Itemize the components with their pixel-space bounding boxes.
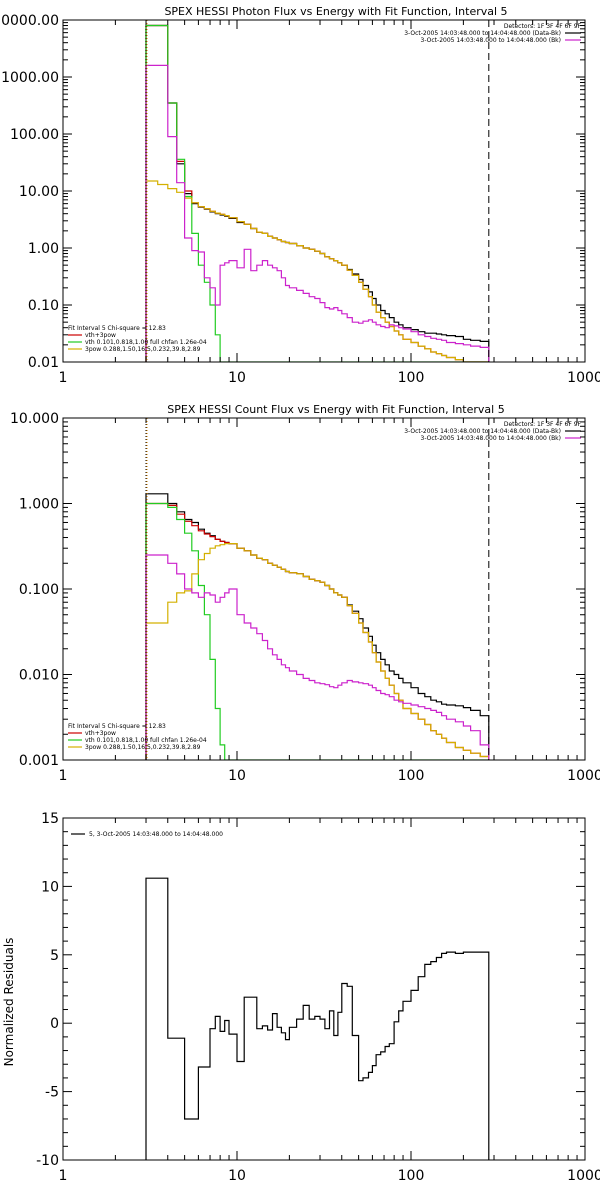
photon-flux-panel: SPEX HESSI Photon Flux vs Energy with Fi… <box>0 5 600 386</box>
legend-entry-bl: 3pow 0.288,1.50,16.5,0.232,39.8,2.89 <box>85 744 201 751</box>
series-group <box>145 24 490 362</box>
plot-frame <box>62 19 586 363</box>
x-tick-label: 1 <box>59 768 68 784</box>
y-tick-label: 0.100 <box>19 582 59 598</box>
series-group <box>145 877 490 1160</box>
y-tick-label: 0.010 <box>19 668 59 684</box>
legend-entry-tr: Detectors: 1F 3F 4F 6F 9F <box>504 421 582 428</box>
count-flux-title: SPEX HESSI Count Flux vs Energy with Fit… <box>167 403 504 416</box>
x-tick-label: 100 <box>398 1168 425 1184</box>
y-tick-label: 1.00 <box>28 241 59 257</box>
y-tick-label: 10.00 <box>19 184 59 200</box>
series-line-3 <box>145 180 489 362</box>
legend-entry-bl: Fit Interval 5 Chi-square = 12.83 <box>68 325 166 332</box>
series-line-2 <box>145 24 489 362</box>
x-tick-label: 10 <box>228 370 246 386</box>
legend-entry-tr: 3-Oct-2005 14:03:48.000 to 14:04:48.000 … <box>421 37 562 44</box>
photon-flux-title: SPEX HESSI Photon Flux vs Energy with Fi… <box>164 5 507 18</box>
x-tick-label: 1 <box>59 1168 68 1184</box>
series-line-1 <box>145 24 489 362</box>
x-tick-label: 1000 <box>567 768 600 784</box>
legend-entry-bl: vth+3pow <box>85 730 116 737</box>
y-tick-label: 1000.00 <box>1 70 59 86</box>
x-tick-label: 100 <box>398 768 425 784</box>
y-tick-label: 0.01 <box>28 355 59 371</box>
x-tick-label: 1 <box>59 370 68 386</box>
series-group <box>145 493 490 760</box>
legend-entry-bl: vth 0.101,0.818,1.00 full chfan 1.26e-04 <box>85 339 207 346</box>
x-tick-label: 1000 <box>567 370 600 386</box>
series-line-0 <box>145 24 490 362</box>
y-tick-label: -5 <box>45 1085 59 1101</box>
residuals-panel: Normalized Residuals 1 10 100 1000 -10 -5 0 5 10… <box>2 811 600 1184</box>
y-tick-label: 10.000 <box>10 411 59 427</box>
residuals-ylabel: Normalized Residuals <box>2 938 16 1067</box>
y-tick-label: 10 <box>41 879 59 895</box>
y-tick-label: 0.10 <box>28 298 59 314</box>
series-line-0 <box>145 493 490 760</box>
legend-entry-bl: 3pow 0.288,1.50,16.5,0.232,39.8,2.89 <box>85 346 201 353</box>
legend-entry-bl: vth 0.101,0.818,1.00 full chfan 1.26e-04 <box>85 737 207 744</box>
legend-entry-tr: Detectors: 1F 3F 4F 6F 9F <box>504 23 582 30</box>
legend-entry-bl: vth+3pow <box>85 332 116 339</box>
legend-entry-tr: 3-Oct-2005 14:03:48.000 to 14:04:48.000 … <box>404 428 561 435</box>
x-tick-label: 10 <box>228 768 246 784</box>
y-tick-label: 1.000 <box>19 497 59 513</box>
legend-entry-tr: 3-Oct-2005 14:03:48.000 to 14:04:48.000 … <box>404 30 561 37</box>
series-line-0 <box>145 877 490 1160</box>
y-tick-label: 5 <box>50 948 59 964</box>
legend-entry-tr: 3-Oct-2005 14:03:48.000 to 14:04:48.000 … <box>421 435 562 442</box>
series-line-4 <box>145 64 490 362</box>
x-tick-label: 1000 <box>567 1168 600 1184</box>
y-tick-label: -10 <box>36 1153 59 1169</box>
y-tick-label: 15 <box>41 811 59 827</box>
legend-entry-bl: Fit Interval 5 Chi-square = 12.83 <box>68 723 166 730</box>
x-tick-label: 100 <box>398 370 425 386</box>
series-line-2 <box>145 502 489 760</box>
y-tick-label: 0.001 <box>19 753 59 769</box>
series-line-1 <box>145 502 490 760</box>
y-tick-label: 0 <box>50 1016 59 1032</box>
plot-frame <box>62 417 586 761</box>
x-tick-label: 10 <box>228 1168 246 1184</box>
y-tick-label: 100.00 <box>10 127 59 143</box>
series-line-4 <box>145 554 490 760</box>
count-flux-panel: SPEX HESSI Count Flux vs Energy with Fit… <box>10 403 600 784</box>
series-line-3 <box>145 543 490 760</box>
legend-entry-tl: 5, 3-Oct-2005 14:03:48.000 to 14:04:48.0… <box>89 831 223 838</box>
plot-frame <box>62 817 586 1161</box>
